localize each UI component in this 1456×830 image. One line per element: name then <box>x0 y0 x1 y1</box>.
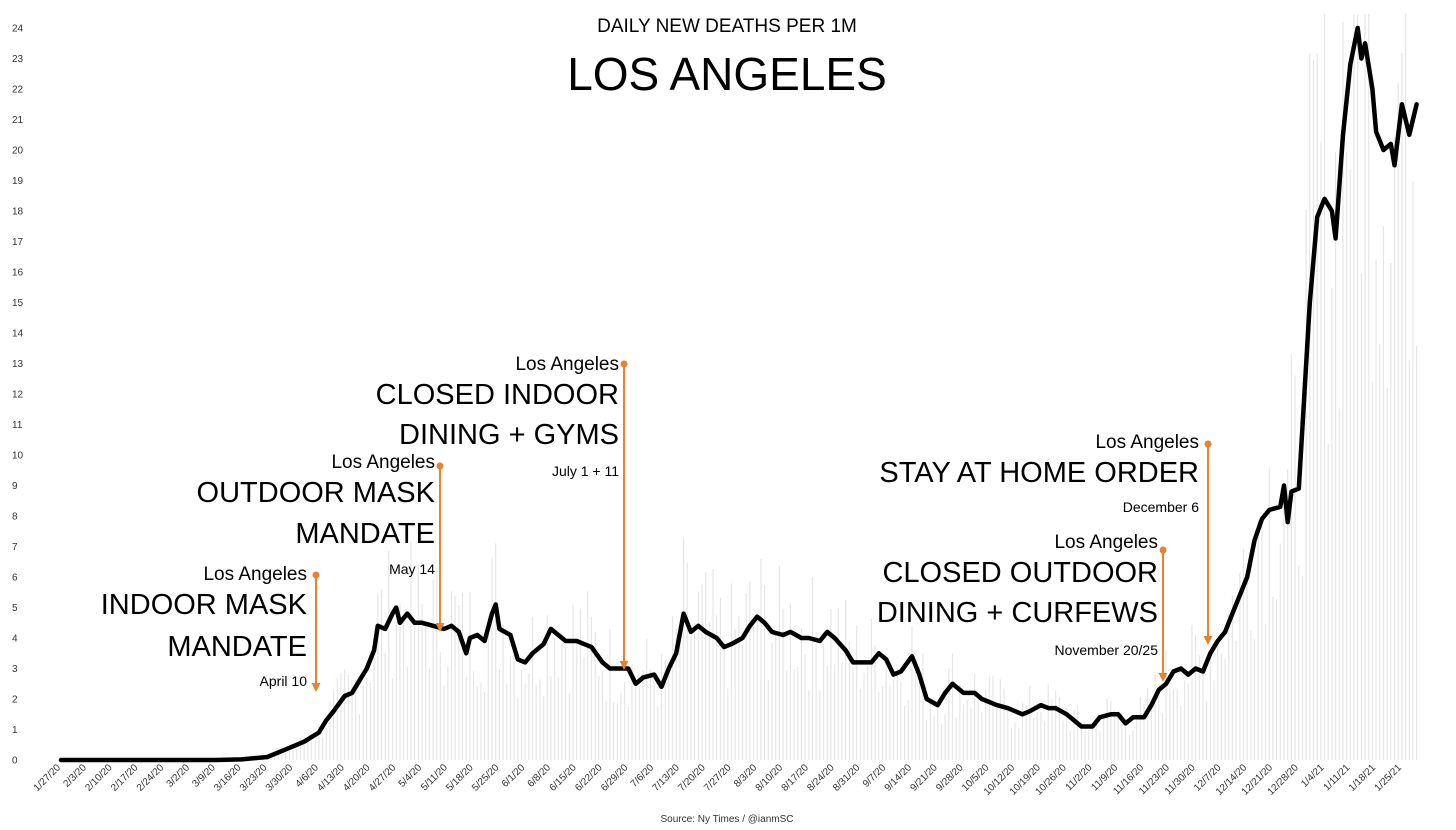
y-tick-label: 0 <box>12 756 18 767</box>
annotation-date: July 1 + 11 <box>552 463 619 479</box>
annotation-place: Los Angeles <box>1054 532 1158 553</box>
y-tick-label: 1 <box>12 725 18 736</box>
chart-title: LOS ANGELES <box>567 48 887 100</box>
annotation-arrow-head <box>435 623 445 632</box>
annotation-dot <box>312 571 320 579</box>
y-tick-label: 10 <box>12 451 24 462</box>
annotation-place: Los Angeles <box>331 452 435 473</box>
annotation-headline: STAY AT HOME ORDER <box>879 457 1199 489</box>
y-tick-label: 2 <box>12 695 18 706</box>
annotation-headline: MANDATE <box>295 518 435 550</box>
y-tick-label: 18 <box>12 207 24 218</box>
annotation-3: Los Angeles CLOSED INDOOR DINING + GYMS Jul… <box>376 354 629 670</box>
y-tick-label: 11 <box>12 420 23 431</box>
y-tick-label: 6 <box>12 573 18 584</box>
annotation-dot <box>436 462 444 470</box>
annotation-place: Los Angeles <box>203 564 307 585</box>
annotation-1: Los Angeles INDOOR MASK MANDATE April 10 <box>101 564 321 692</box>
y-tick-label: 20 <box>12 146 24 157</box>
annotation-headline: OUTDOOR MASK <box>197 477 436 509</box>
annotation-arrow-head <box>1158 673 1168 682</box>
y-tick-label: 24 <box>12 24 24 35</box>
y-tick-label: 4 <box>12 634 18 645</box>
annotation-arrow-head <box>1203 636 1213 645</box>
y-tick-label: 19 <box>12 176 24 187</box>
annotation-date: December 6 <box>1123 499 1199 515</box>
annotation-4: Los Angeles CLOSED OUTDOOR DINING + CURFEW… <box>877 532 1168 682</box>
y-tick-label: 12 <box>12 390 24 401</box>
annotation-headline: INDOOR MASK <box>101 589 308 621</box>
y-tick-label: 14 <box>12 329 24 340</box>
y-tick-label: 15 <box>12 298 24 309</box>
annotation-headline: CLOSED INDOOR <box>376 379 619 411</box>
annotation-place: Los Angeles <box>515 354 619 375</box>
annotation-date: April 10 <box>260 673 308 689</box>
y-tick-label: 21 <box>12 115 24 126</box>
series-line <box>58 25 1419 763</box>
annotation-arrow-head <box>619 661 629 670</box>
annotation-2: Los Angeles OUTDOOR MASK MANDATE May 14 <box>197 452 445 632</box>
annotation-place: Los Angeles <box>1095 432 1199 453</box>
annotation-5: Los Angeles STAY AT HOME ORDER December 6 <box>879 432 1213 645</box>
y-tick-label: 9 <box>12 481 18 492</box>
y-tick-label: 13 <box>12 359 24 370</box>
chart-subtitle: DAILY NEW DEATHS PER 1M <box>597 16 857 37</box>
source-note: Source: Ny Times / @ianmSC <box>661 814 794 825</box>
y-tick-label: 8 <box>12 512 18 523</box>
y-tick-label: 17 <box>12 237 24 248</box>
annotation-headline: MANDATE <box>167 631 307 663</box>
annotation-date: May 14 <box>389 561 435 577</box>
annotation-headline: DINING + GYMS <box>399 419 619 451</box>
annotation-headline: DINING + CURFEWS <box>877 597 1158 629</box>
annotation-dot <box>1204 440 1212 448</box>
y-tick-label: 16 <box>12 268 24 279</box>
y-tick-label: 7 <box>12 542 18 553</box>
y-tick-label: 23 <box>12 54 24 65</box>
y-tick-label: 5 <box>12 603 18 614</box>
y-tick-label: 22 <box>12 85 24 96</box>
annotation-dot <box>620 360 628 368</box>
y-tick-label: 3 <box>12 664 18 675</box>
annotation-arrow-head <box>311 683 321 692</box>
annotation-dot <box>1159 546 1167 554</box>
annotation-headline: CLOSED OUTDOOR <box>882 557 1158 589</box>
annotation-date: November 20/25 <box>1054 642 1158 658</box>
